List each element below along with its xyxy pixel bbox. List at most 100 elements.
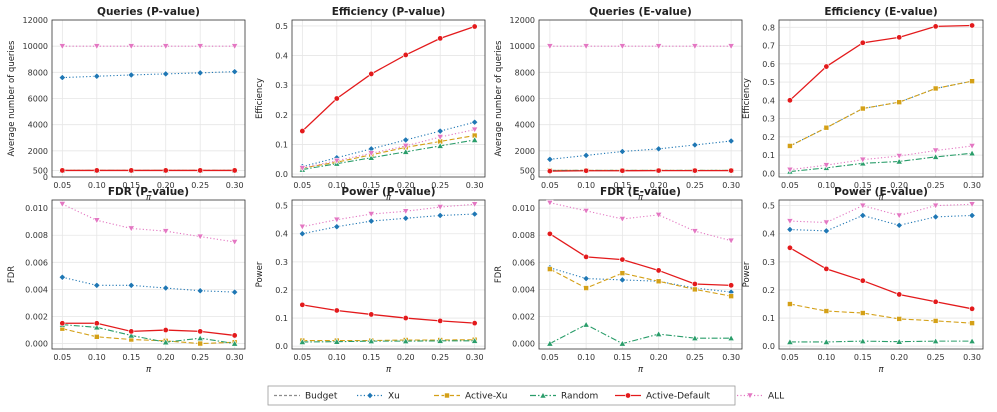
- x-tick-label: 0.25: [927, 181, 945, 190]
- panel-efficiency-e-value: 0.0 0.1 0.2 0.3 0.4 0.5 0.6 0.7 0.8 0.05 0.10 0.15 0…: [742, 6, 984, 203]
- series-random: [298, 337, 479, 345]
- data-point-active-xu: [859, 105, 866, 112]
- plot-area: [779, 200, 983, 349]
- data-point-active-default: [728, 167, 735, 174]
- legend-marker: [366, 391, 374, 400]
- x-tick-label: 0.25: [686, 353, 704, 362]
- data-point-all: [546, 199, 554, 207]
- series-all: [298, 126, 479, 172]
- data-point-active-default: [162, 167, 169, 174]
- series-line-xu: [549, 267, 732, 293]
- y-tick-label: 0.3: [762, 115, 775, 124]
- data-point-random: [654, 330, 663, 337]
- legend-label: Active-Default: [646, 392, 710, 402]
- legend-marker: [539, 391, 547, 399]
- x-tick-label: 0.30: [963, 353, 981, 362]
- data-point-active-xu: [859, 310, 866, 316]
- x-tick-label: 0.20: [650, 353, 668, 362]
- data-point-active-xu: [823, 124, 830, 131]
- x-axis-label: π: [878, 193, 884, 203]
- data-point-active-default: [162, 327, 169, 334]
- data-point-active-xu: [932, 318, 939, 324]
- series-line-active-xu: [789, 80, 973, 147]
- data-point-all: [402, 143, 410, 150]
- data-point-xu: [691, 141, 699, 149]
- data-point-xu: [727, 137, 735, 145]
- series-line-active-default: [301, 25, 475, 132]
- data-point-xu: [127, 281, 135, 289]
- data-point-random: [367, 337, 375, 344]
- data-point-all: [895, 153, 903, 160]
- x-tick-label: 0.30: [226, 353, 244, 362]
- data-point-active-xu: [787, 301, 793, 307]
- data-point-active-default: [437, 317, 444, 324]
- data-point-active-xu: [94, 334, 100, 340]
- y-tick-label: 0.0: [762, 169, 775, 178]
- data-point-all: [298, 223, 307, 231]
- panel-title: FDR (P-value): [108, 186, 189, 198]
- data-point-active-default: [402, 315, 409, 322]
- series-line-active-default: [789, 24, 973, 101]
- x-tick-label: 0.20: [397, 353, 415, 362]
- data-point-active-default: [299, 301, 306, 308]
- data-point-active-default: [969, 22, 976, 29]
- y-tick-label: 12000: [23, 16, 48, 25]
- x-tick-label: 0.10: [577, 181, 595, 190]
- data-point-all: [230, 43, 239, 50]
- series-line-all: [789, 145, 973, 171]
- data-point-random: [968, 337, 976, 344]
- data-point-active-xu: [583, 285, 589, 291]
- data-point-active-default: [333, 307, 340, 314]
- y-tick-label: 0.004: [25, 285, 48, 294]
- data-point-all: [470, 126, 479, 134]
- legend-item-active-default: Active-Default: [615, 392, 710, 402]
- y-tick-label: 0.7: [762, 42, 775, 51]
- data-point-random: [582, 320, 590, 328]
- data-point-active-default: [932, 23, 939, 30]
- y-tick-label: 0.2: [762, 133, 775, 142]
- data-point-all: [968, 143, 976, 150]
- data-point-random: [402, 337, 410, 344]
- series-active-default: [546, 230, 735, 289]
- data-point-active-default: [619, 256, 626, 263]
- y-tick-label: 6000: [28, 95, 48, 104]
- data-point-active-xu: [692, 286, 698, 293]
- data-point-active-xu: [787, 143, 793, 149]
- data-point-random: [931, 153, 940, 160]
- data-point-active-default: [859, 39, 866, 46]
- data-point-random: [931, 337, 940, 344]
- data-point-xu: [298, 230, 306, 238]
- x-tick-label: 0.30: [226, 181, 244, 190]
- data-point-active-default: [896, 34, 903, 41]
- series-all: [786, 201, 976, 227]
- x-tick-label: 0.10: [328, 353, 346, 362]
- x-tick-label: 0.10: [817, 353, 835, 362]
- y-tick-label: 8000: [515, 68, 535, 77]
- y-tick-label: 0.010: [512, 204, 535, 213]
- series-random: [786, 337, 976, 345]
- y-tick-label: 0.4: [275, 52, 288, 61]
- data-point-random: [402, 148, 410, 155]
- data-point-all: [786, 218, 794, 225]
- x-tick-label: 0.10: [88, 353, 106, 362]
- series-active-default: [59, 320, 238, 339]
- data-point-random: [436, 142, 444, 149]
- data-point-all: [822, 219, 831, 227]
- data-point-active-default: [93, 167, 100, 174]
- x-axis-label: π: [146, 193, 152, 203]
- y-tick-label: 0.3: [275, 258, 288, 267]
- data-point-active-default: [932, 298, 939, 305]
- data-point-xu: [196, 69, 204, 77]
- y-tick-label: 0.006: [25, 258, 48, 267]
- x-tick-label: 0.30: [722, 181, 740, 190]
- series-active-xu: [787, 78, 975, 149]
- data-point-active-default: [197, 167, 204, 174]
- panel-title: Power (E-value): [834, 186, 928, 198]
- series-line-random: [789, 340, 973, 343]
- data-point-xu: [655, 145, 663, 153]
- data-point-random: [895, 157, 903, 165]
- legend-marker: [624, 392, 631, 399]
- y-tick-label: 0.000: [25, 340, 48, 349]
- data-point-all: [58, 201, 67, 208]
- x-tick-label: 0.20: [650, 181, 668, 190]
